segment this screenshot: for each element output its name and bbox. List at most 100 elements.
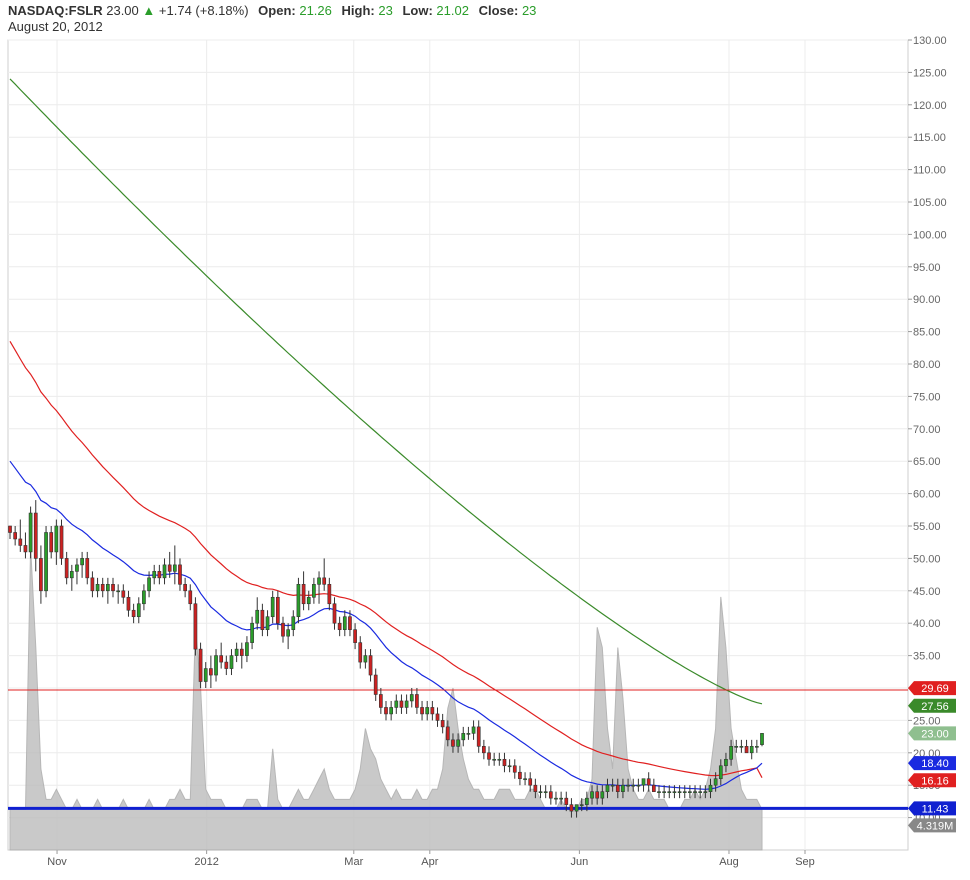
candle-body (265, 616, 270, 630)
candle-body (595, 791, 600, 799)
candle-body (548, 791, 553, 799)
ma-tag-green: 27.56 (908, 698, 956, 713)
candle-body (44, 532, 48, 592)
candle-body (528, 778, 533, 786)
candle-body (430, 707, 435, 715)
candle-body (456, 739, 460, 747)
candle-body (183, 584, 187, 592)
candle-body (162, 564, 167, 579)
candle-body (734, 746, 739, 748)
candle-body (306, 596, 311, 605)
y-tick-label: 55.00 (913, 521, 941, 533)
candle-body (296, 584, 301, 618)
y-tick-label: 95.00 (913, 262, 941, 274)
y-tick-label: 130.00 (913, 35, 947, 47)
candle-body (667, 791, 672, 793)
candle-body (54, 525, 59, 553)
candle-body (564, 797, 569, 805)
candle-body (466, 733, 471, 735)
candle-body (270, 596, 275, 618)
ma-tag-red-label: 16.16 (921, 775, 949, 787)
candle-body (167, 564, 172, 572)
candle-body (482, 746, 486, 754)
candle-body (275, 596, 280, 624)
candle-body (121, 590, 126, 598)
candle-body (409, 694, 414, 702)
y-tick-label: 60.00 (913, 489, 941, 501)
candle-body (250, 622, 254, 643)
candle-body (394, 700, 399, 708)
y-tick-label: 100.00 (913, 229, 947, 241)
candle-body (379, 694, 383, 708)
candle-body (502, 758, 507, 767)
candle-body (445, 726, 450, 741)
candle-body (69, 571, 74, 579)
x-tick-label: Aug (719, 856, 739, 868)
low-value: 21.02 (436, 3, 469, 18)
candle-body (471, 726, 476, 734)
candle-body (33, 512, 38, 559)
candle-body (348, 616, 352, 630)
y-tick-label: 85.00 (913, 327, 941, 339)
candle-body (487, 752, 491, 760)
candle-body (337, 622, 342, 630)
candle-body (332, 603, 337, 624)
y-tick-label: 75.00 (913, 391, 941, 403)
candle-body (142, 590, 146, 605)
quote-header: NASDAQ:FSLR 23.00 ▲ +1.74 (+8.18%) Open:… (8, 3, 536, 18)
candle-body (420, 707, 424, 715)
candle-body (85, 558, 90, 579)
candle-body (415, 694, 419, 708)
candle-body (476, 726, 481, 747)
high-value: 23 (378, 3, 393, 18)
candle-body (512, 765, 517, 773)
volume-tag-label: 4.319M (917, 820, 954, 832)
candle-body (312, 584, 316, 598)
candle-body (713, 778, 718, 786)
candle-body (646, 778, 651, 786)
y-tick-label: 45.00 (913, 586, 941, 598)
x-tick-label: Jun (571, 856, 589, 868)
high-label: High: (341, 3, 375, 18)
candle-body (18, 538, 23, 546)
candle-body (353, 629, 357, 643)
candle-body (90, 577, 95, 592)
y-tick-label: 110.00 (913, 165, 946, 177)
candle-body (651, 784, 656, 792)
candle-body (301, 584, 306, 605)
x-tick-label: Sep (795, 856, 815, 868)
candle-body (64, 558, 69, 579)
candle-body (234, 648, 239, 656)
last-price: 23.00 (106, 3, 139, 18)
ma-tag-green-label: 27.56 (921, 701, 949, 713)
candle-body (198, 648, 203, 682)
y-tick-label: 105.00 (913, 197, 947, 209)
candle-body (739, 746, 744, 748)
candle-body (28, 512, 33, 553)
close-label: Close: (478, 3, 519, 18)
candle-body (147, 577, 151, 592)
y-tick-label: 65.00 (913, 456, 941, 468)
candle-body (590, 791, 594, 799)
candle-body (497, 758, 502, 761)
candle-body (677, 791, 682, 793)
y-tick-label: 80.00 (913, 359, 941, 371)
candle-body (523, 778, 527, 781)
candle-body (291, 616, 296, 630)
candle-body (13, 532, 17, 540)
level-tag-blue: 11.43 (908, 801, 956, 816)
candle-body (59, 525, 64, 559)
price-tag-label: 23.00 (921, 728, 949, 740)
candle-body (219, 655, 224, 663)
candle-body (317, 577, 321, 585)
candle-body (698, 791, 703, 793)
candle-body (131, 609, 136, 618)
candle-body (209, 668, 213, 676)
candle-body (95, 584, 100, 592)
candle-body (224, 661, 229, 669)
candle-body (662, 791, 666, 793)
candle-body (724, 758, 728, 767)
candle-body (23, 545, 28, 553)
candle-body (188, 590, 193, 605)
